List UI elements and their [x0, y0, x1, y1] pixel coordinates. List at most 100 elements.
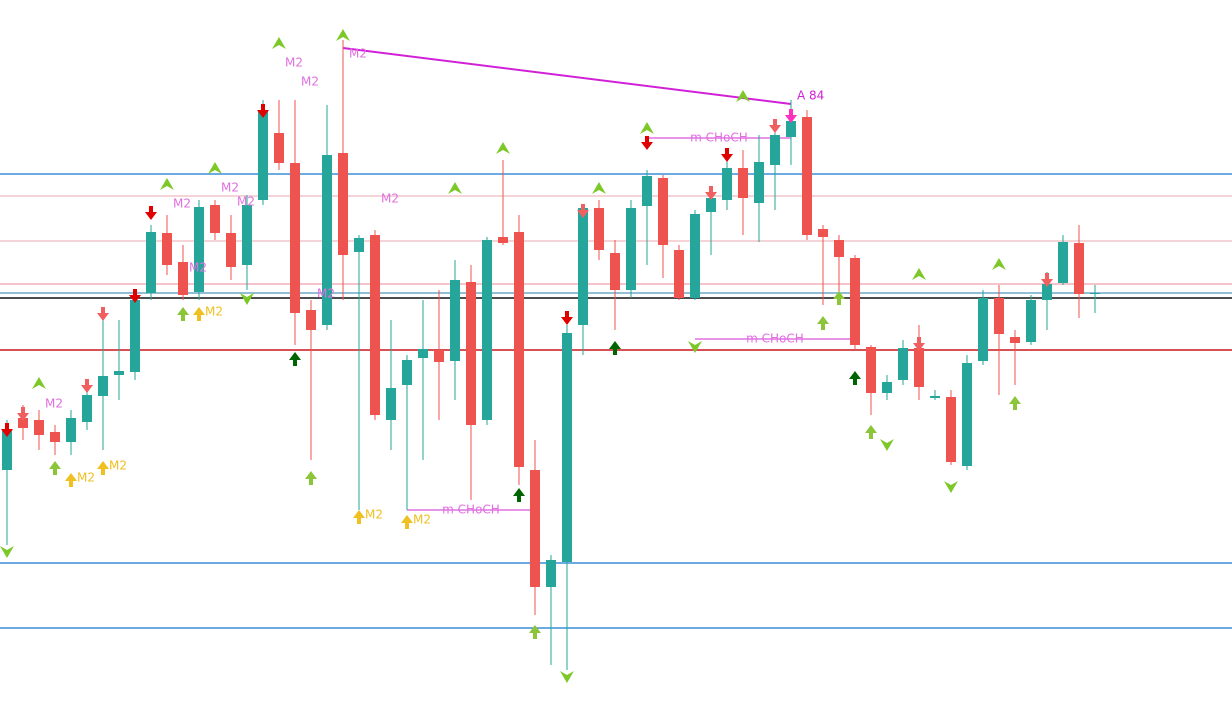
candle-body: [226, 233, 236, 267]
candle-body: [850, 258, 860, 345]
candle-body: [418, 349, 428, 358]
candle-body: [178, 262, 188, 295]
signal-tri-down: [688, 341, 702, 353]
candle-body: [674, 250, 684, 298]
signal-down: [577, 204, 589, 218]
signal-tri-up: [32, 377, 46, 389]
signal-label: M2: [365, 508, 383, 522]
candle-body: [1090, 293, 1100, 294]
candle-body: [898, 348, 908, 380]
candle-body: [402, 360, 412, 385]
candle-body: [930, 396, 940, 398]
signal-label: M2: [317, 287, 335, 301]
signal-down: [913, 337, 925, 351]
signal-label: M2: [173, 197, 191, 211]
signal-up: [529, 625, 541, 639]
signal-tri-down: [240, 293, 254, 305]
candle-body: [370, 235, 380, 415]
candle-body: [1026, 300, 1036, 342]
signal-tri-up: [496, 142, 510, 154]
signal-up: [305, 471, 317, 485]
signal-tri-up: [912, 268, 926, 280]
candle-body: [66, 418, 76, 442]
signal-down: [769, 119, 781, 133]
signal-down: [17, 407, 29, 421]
signal-label: M2: [381, 192, 399, 206]
candle-body: [834, 240, 844, 257]
signal-label: M2: [413, 513, 431, 527]
candle-body: [18, 418, 28, 428]
candle-body: [914, 348, 924, 387]
signal-up: [513, 488, 525, 502]
signal-label: M2: [45, 397, 63, 411]
signal-up: [1009, 396, 1021, 410]
signal-tri-up: [640, 122, 654, 134]
candle-body: [1074, 243, 1084, 294]
signal-down: [97, 307, 109, 321]
candle-body: [722, 168, 732, 200]
signal-up: [817, 316, 829, 330]
signal-tri-up: [336, 29, 350, 41]
candle-body: [114, 371, 124, 375]
candle-body: [82, 395, 92, 422]
candle-body: [354, 238, 364, 252]
candle-body: [786, 121, 796, 137]
candle-body: [130, 300, 140, 372]
candle-body: [994, 298, 1004, 334]
signal-label: M2: [109, 459, 127, 473]
signal-up: [177, 307, 189, 321]
candle-body: [338, 153, 348, 255]
candle-body: [274, 133, 284, 163]
candle-body: [514, 232, 524, 467]
candle-body: [706, 198, 716, 212]
candle-body: [482, 240, 492, 420]
signal-up: [97, 461, 109, 475]
candle-body: [466, 282, 476, 425]
choch-label: m CHoCH: [746, 332, 804, 346]
signal-label: M2: [205, 305, 223, 319]
candle-body: [1010, 337, 1020, 343]
signal-down: [81, 379, 93, 393]
signal-up: [49, 461, 61, 475]
candle-body: [690, 214, 700, 298]
signal-up: [865, 425, 877, 439]
signal-label: M2: [285, 56, 303, 70]
candle-body: [242, 205, 252, 265]
candle-body: [210, 205, 220, 233]
trend-line: [342, 47, 792, 105]
candle-body: [194, 207, 204, 292]
signal-up: [289, 352, 301, 366]
candle-body: [594, 208, 604, 250]
candle-body: [978, 298, 988, 361]
candle-body: [610, 253, 620, 290]
signal-down: [641, 136, 653, 150]
signal-down: [561, 311, 573, 325]
candle-body: [50, 432, 60, 442]
signal-down: [785, 109, 797, 123]
signal-label: M2: [77, 471, 95, 485]
candle-body: [546, 560, 556, 587]
candle-body: [146, 232, 156, 293]
candle-body: [98, 376, 108, 396]
candle-body: [530, 470, 540, 587]
candle-body: [34, 420, 44, 435]
candle-body: [322, 155, 332, 325]
signal-label: M2: [189, 261, 207, 275]
candle-body: [498, 237, 508, 243]
signal-down: [129, 289, 141, 303]
signal-tri-down: [944, 481, 958, 493]
candle-body: [290, 163, 300, 313]
signal-up: [193, 307, 205, 321]
signal-label: M2: [301, 75, 319, 89]
candle-body: [882, 382, 892, 393]
candle-body: [562, 333, 572, 562]
choch-label: m CHoCH: [442, 503, 500, 517]
signal-up: [353, 510, 365, 524]
candle-body: [962, 363, 972, 466]
choch-label: m CHoCH: [690, 131, 748, 145]
signal-up: [833, 291, 845, 305]
signal-tri-up: [736, 90, 750, 102]
signal-tri-up: [448, 182, 462, 194]
